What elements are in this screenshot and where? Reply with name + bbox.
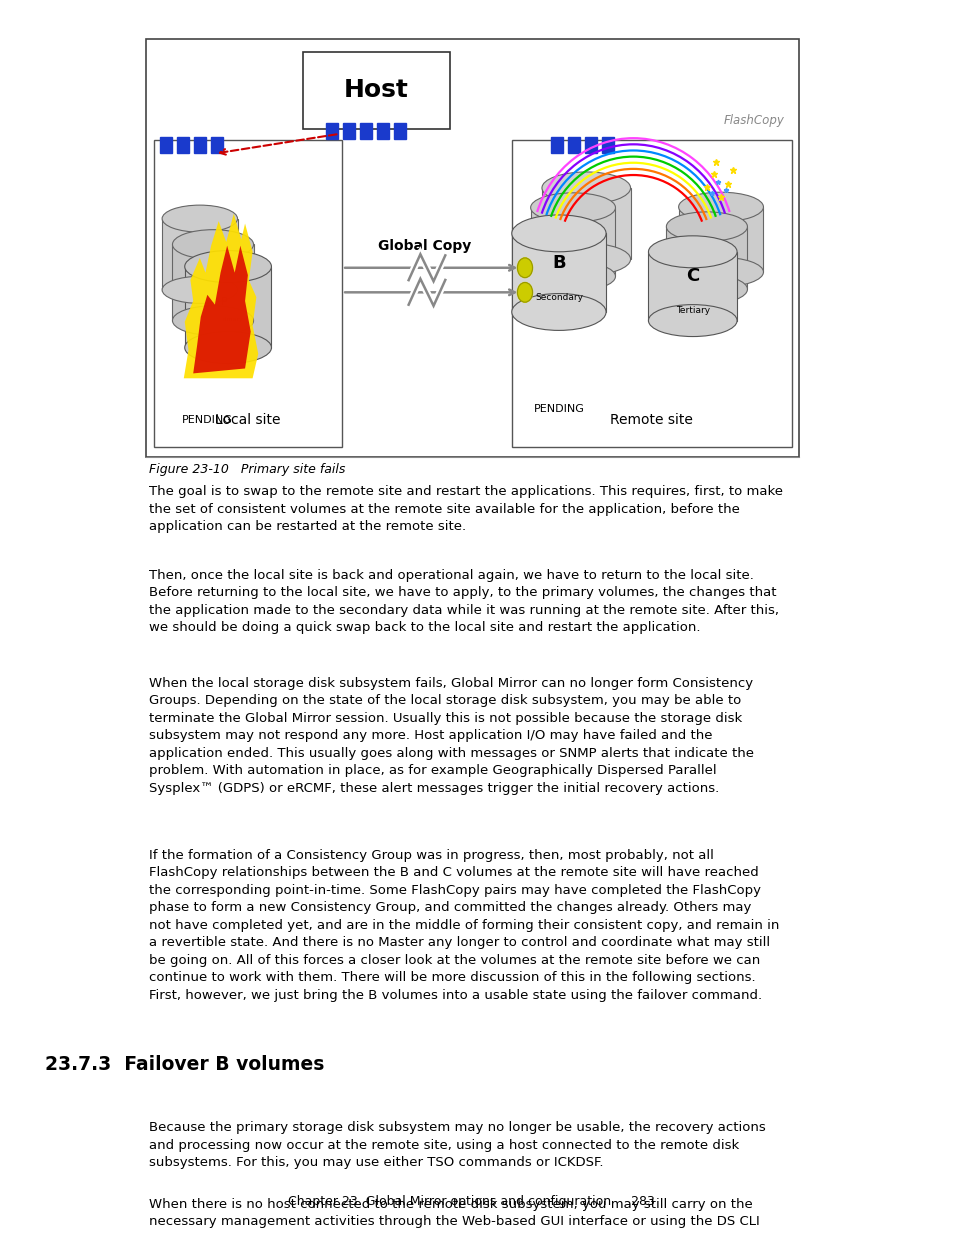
- Text: When the local storage disk subsystem fails, Global Mirror can no longer form Co: When the local storage disk subsystem fa…: [149, 677, 753, 795]
- Text: Then, once the local site is back and operational again, we have to return to th: Then, once the local site is back and op…: [149, 568, 778, 635]
- Ellipse shape: [541, 243, 630, 275]
- Bar: [146, 40, 799, 457]
- Text: Tertiary: Tertiary: [675, 306, 709, 315]
- Text: Chapter 23. Global Mirror options and configuration     283: Chapter 23. Global Mirror options and co…: [288, 1194, 654, 1208]
- Ellipse shape: [511, 294, 605, 331]
- Ellipse shape: [541, 172, 630, 204]
- Polygon shape: [666, 226, 746, 289]
- Bar: [176, 137, 189, 153]
- Ellipse shape: [185, 332, 272, 363]
- Ellipse shape: [162, 277, 237, 304]
- Ellipse shape: [648, 236, 737, 268]
- Text: Remote site: Remote site: [610, 414, 693, 427]
- Polygon shape: [185, 267, 272, 347]
- Bar: [359, 124, 372, 140]
- Text: When there is no host connected to the remote disk subsystem, you may still carr: When there is no host connected to the r…: [149, 1198, 759, 1228]
- Polygon shape: [541, 188, 630, 259]
- Text: Global Copy: Global Copy: [377, 238, 470, 253]
- Text: Because the primary storage disk subsystem may no longer be usable, the recovery: Because the primary storage disk subsyst…: [149, 1121, 765, 1170]
- Bar: [584, 137, 597, 153]
- Bar: [159, 137, 172, 153]
- Text: If the formation of a Consistency Group was in progress, then, most probably, no: If the formation of a Consistency Group …: [149, 848, 779, 1002]
- Ellipse shape: [678, 193, 762, 222]
- Text: P: P: [221, 298, 228, 308]
- Ellipse shape: [666, 212, 746, 241]
- Text: C: C: [685, 267, 699, 285]
- Bar: [601, 137, 614, 153]
- Text: B: B: [552, 254, 565, 272]
- Polygon shape: [193, 246, 251, 373]
- Ellipse shape: [666, 274, 746, 304]
- Polygon shape: [172, 245, 253, 321]
- Bar: [376, 124, 389, 140]
- Bar: [393, 124, 405, 140]
- Text: rimary: rimary: [222, 317, 243, 322]
- Polygon shape: [511, 233, 605, 312]
- Text: Figure 23-10   Primary site fails: Figure 23-10 Primary site fails: [149, 463, 345, 475]
- Ellipse shape: [678, 257, 762, 287]
- Bar: [193, 137, 206, 153]
- Ellipse shape: [530, 262, 615, 291]
- Ellipse shape: [185, 251, 272, 283]
- Polygon shape: [648, 252, 737, 321]
- Text: FlashCopy: FlashCopy: [722, 114, 783, 127]
- Circle shape: [517, 258, 532, 278]
- Ellipse shape: [172, 306, 253, 336]
- Polygon shape: [678, 207, 762, 272]
- Bar: [550, 137, 562, 153]
- Text: PENDING: PENDING: [182, 415, 233, 425]
- Text: Secondary: Secondary: [535, 293, 582, 301]
- Text: PENDING: PENDING: [533, 404, 584, 414]
- Text: Local site: Local site: [215, 414, 280, 427]
- Ellipse shape: [172, 230, 253, 259]
- Bar: [511, 140, 791, 447]
- Text: 23.7.3  Failover B volumes: 23.7.3 Failover B volumes: [45, 1055, 324, 1074]
- Ellipse shape: [648, 305, 737, 337]
- Ellipse shape: [530, 193, 615, 222]
- Polygon shape: [162, 219, 237, 290]
- Ellipse shape: [511, 215, 605, 252]
- Polygon shape: [530, 207, 615, 277]
- Circle shape: [517, 283, 532, 303]
- Bar: [325, 124, 337, 140]
- Bar: [211, 137, 223, 153]
- Ellipse shape: [162, 205, 237, 232]
- Text: The goal is to swap to the remote site and restart the applications. This requir: The goal is to swap to the remote site a…: [149, 485, 782, 534]
- Bar: [567, 137, 579, 153]
- Bar: [303, 52, 449, 128]
- Bar: [342, 124, 355, 140]
- Bar: [153, 140, 342, 447]
- Polygon shape: [184, 214, 258, 378]
- Text: Host: Host: [344, 78, 409, 103]
